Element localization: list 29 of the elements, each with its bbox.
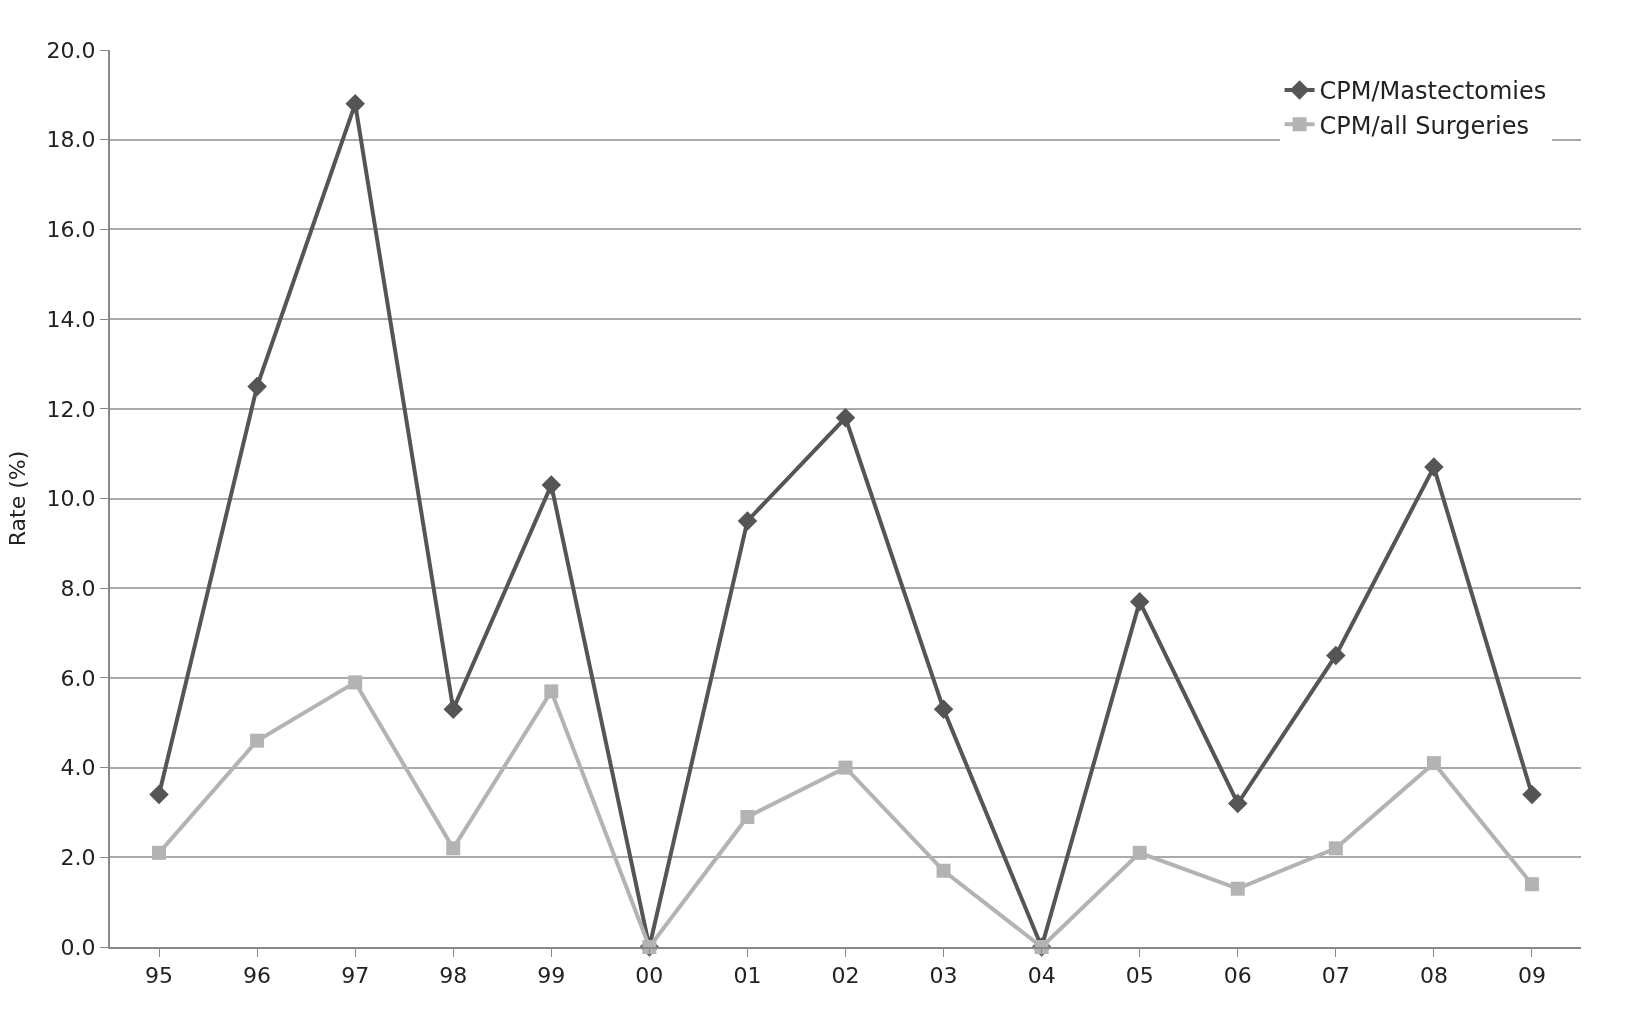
x-tick-label: 02 [831,963,860,989]
x-tick-label: 06 [1223,963,1252,989]
y-tick-label: 0.0 [60,934,96,960]
x-tick-label: 97 [341,963,370,989]
legend-label: CPM/all Surgeries [1319,111,1529,140]
x-tick-label: 03 [929,963,958,989]
x-tick-label: 04 [1027,963,1056,989]
x-tick-label: 05 [1125,963,1154,989]
x-tick-label: 01 [733,963,762,989]
y-tick-label: 20.0 [46,37,96,63]
x-tick-label: 00 [635,963,664,989]
y-tick-label: 18.0 [46,127,96,153]
x-tick-label: 98 [439,963,468,989]
y-tick-label: 10.0 [46,486,96,512]
x-tick-label: 09 [1517,963,1546,989]
legend-label: CPM/Mastectomies [1319,77,1547,106]
x-tick-label: 95 [145,963,174,989]
y-tick-label: 12.0 [46,396,96,422]
x-tick-label: 99 [537,963,566,989]
y-tick-label: 14.0 [46,306,96,332]
x-tick-label: 96 [243,963,272,989]
x-tick-label: 08 [1419,963,1448,989]
y-tick-label: 6.0 [60,665,96,691]
y-tick-label: 16.0 [46,217,96,243]
x-tick-label: 07 [1321,963,1350,989]
y-tick-label: 8.0 [60,575,96,601]
y-axis-title: Rate (%) [4,450,30,547]
y-tick-label: 2.0 [60,845,96,870]
y-tick-label: 4.0 [60,755,96,781]
